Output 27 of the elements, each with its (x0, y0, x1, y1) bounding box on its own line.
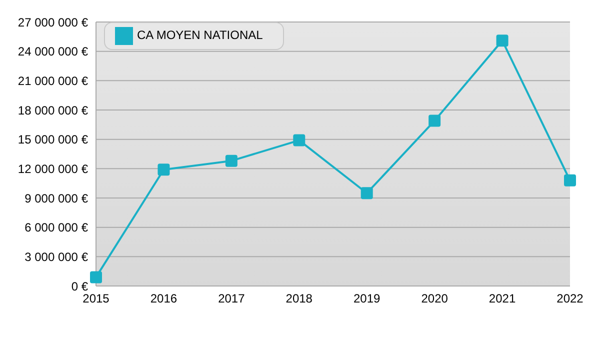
y-tick-label: 18 000 000 € (18, 103, 88, 118)
y-tick-label: 27 000 000 € (18, 15, 88, 30)
x-tick-label: 2021 (488, 292, 516, 306)
y-tick-label: 21 000 000 € (18, 74, 88, 88)
point (90, 271, 102, 284)
point (496, 34, 508, 47)
x-tick-label: 2016 (150, 292, 178, 306)
point (225, 154, 238, 167)
y-tick-label: 6 000 000 € (24, 220, 88, 235)
point (428, 114, 441, 127)
x-tick-label: 2015 (82, 292, 110, 306)
x-tick-label: 2022 (556, 292, 584, 306)
point (158, 164, 170, 176)
y-tick-label: 3 000 000 € (24, 250, 88, 264)
point (564, 174, 576, 186)
y-tick-label: 12 000 000 € (18, 162, 88, 176)
y-tick-label: 24 000 000 € (18, 44, 88, 59)
point (293, 134, 306, 146)
x-tick-label: 2017 (218, 292, 246, 306)
legend-label: CA MOYEN NATIONAL (137, 28, 263, 42)
y-tick-label: 0 € (71, 279, 88, 294)
x-tick-label: 2018 (286, 292, 313, 306)
y-tick-label: 15 000 000 € (18, 132, 88, 147)
x-tick-label: 2019 (354, 292, 381, 306)
y-tick-label: 9 000 000 € (24, 191, 88, 206)
x-tick-label: 2020 (421, 292, 448, 306)
point (360, 187, 373, 200)
